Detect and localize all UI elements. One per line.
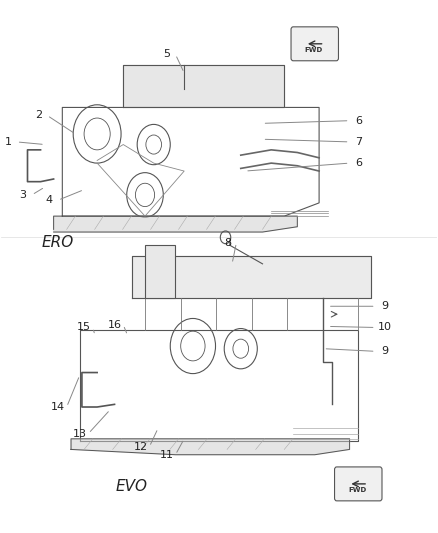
FancyBboxPatch shape [291,27,339,61]
Text: 10: 10 [378,322,392,333]
Text: FWD: FWD [305,47,323,53]
Text: 2: 2 [35,110,42,120]
Text: EVO: EVO [116,479,148,494]
Text: 5: 5 [163,50,170,59]
Text: ERO: ERO [42,235,74,250]
Text: 13: 13 [73,429,87,439]
Bar [145,245,176,298]
Text: 9: 9 [381,301,388,311]
Text: 15: 15 [77,322,91,333]
Text: 11: 11 [160,450,174,460]
Text: 16: 16 [108,320,122,330]
FancyBboxPatch shape [335,467,382,501]
Text: 3: 3 [20,190,27,200]
Polygon shape [123,65,284,108]
Text: 8: 8 [224,238,231,248]
Text: 6: 6 [355,116,362,126]
Text: 9: 9 [381,346,388,357]
Text: 4: 4 [46,195,53,205]
Text: FWD: FWD [348,488,367,494]
Polygon shape [132,256,371,298]
Text: 12: 12 [134,442,148,452]
Text: 1: 1 [4,137,11,147]
Polygon shape [53,216,297,232]
Text: 7: 7 [355,137,362,147]
Text: 6: 6 [355,158,362,168]
Polygon shape [71,439,350,455]
Text: 14: 14 [51,402,65,412]
